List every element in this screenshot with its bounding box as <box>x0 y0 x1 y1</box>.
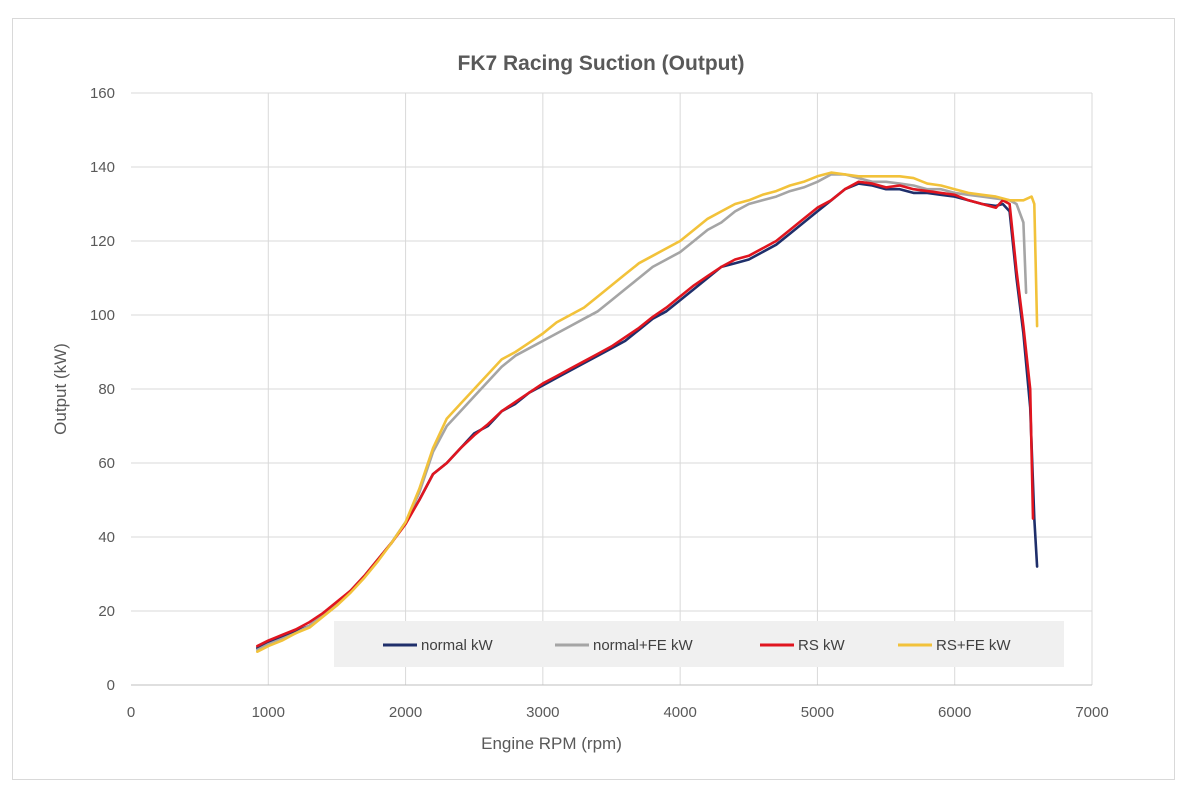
y-tick-label: 100 <box>90 307 115 324</box>
series-line-2 <box>256 180 1035 648</box>
legend-label-3: RS+FE kW <box>936 637 1011 654</box>
x-tick-label: 6000 <box>938 704 971 721</box>
x-tick-label: 3000 <box>526 704 559 721</box>
legend-label-0: normal kW <box>421 637 494 654</box>
chart-title: FK7 Racing Suction (Output) <box>458 52 745 75</box>
y-axis-label: Output (kW) <box>51 343 70 435</box>
y-tick-label: 60 <box>98 455 115 472</box>
y-tick-label: 120 <box>90 233 115 250</box>
series-line-3 <box>256 171 1039 653</box>
y-tick-label: 40 <box>98 529 115 546</box>
x-tick-label: 5000 <box>801 704 834 721</box>
x-tick-label: 4000 <box>663 704 696 721</box>
y-tick-label: 80 <box>98 381 115 398</box>
x-tick-label: 1000 <box>252 704 285 721</box>
x-axis-label: Engine RPM (rpm) <box>481 734 622 753</box>
y-tick-label: 160 <box>90 85 115 102</box>
grid-lines <box>131 92 1093 685</box>
legend: normal kW normal+FE kW RS kW RS+FE kW <box>334 621 1064 667</box>
series-layer <box>256 171 1039 653</box>
x-tick-label: 2000 <box>389 704 422 721</box>
series-line-0 <box>256 182 1039 650</box>
y-tick-label: 140 <box>90 159 115 176</box>
y-tick-label: 0 <box>107 677 115 694</box>
legend-label-2: RS kW <box>798 637 846 654</box>
series-line-1 <box>256 173 1028 652</box>
y-axis-ticks: 0 20 40 60 80 100 120 140 160 <box>90 85 115 694</box>
x-tick-label: 0 <box>127 704 135 721</box>
y-tick-label: 20 <box>98 603 115 620</box>
x-tick-label: 7000 <box>1075 704 1108 721</box>
legend-background <box>334 621 1064 667</box>
x-axis-ticks: 0 1000 2000 3000 4000 5000 6000 7000 <box>127 704 1109 721</box>
legend-label-1: normal+FE kW <box>593 637 693 654</box>
